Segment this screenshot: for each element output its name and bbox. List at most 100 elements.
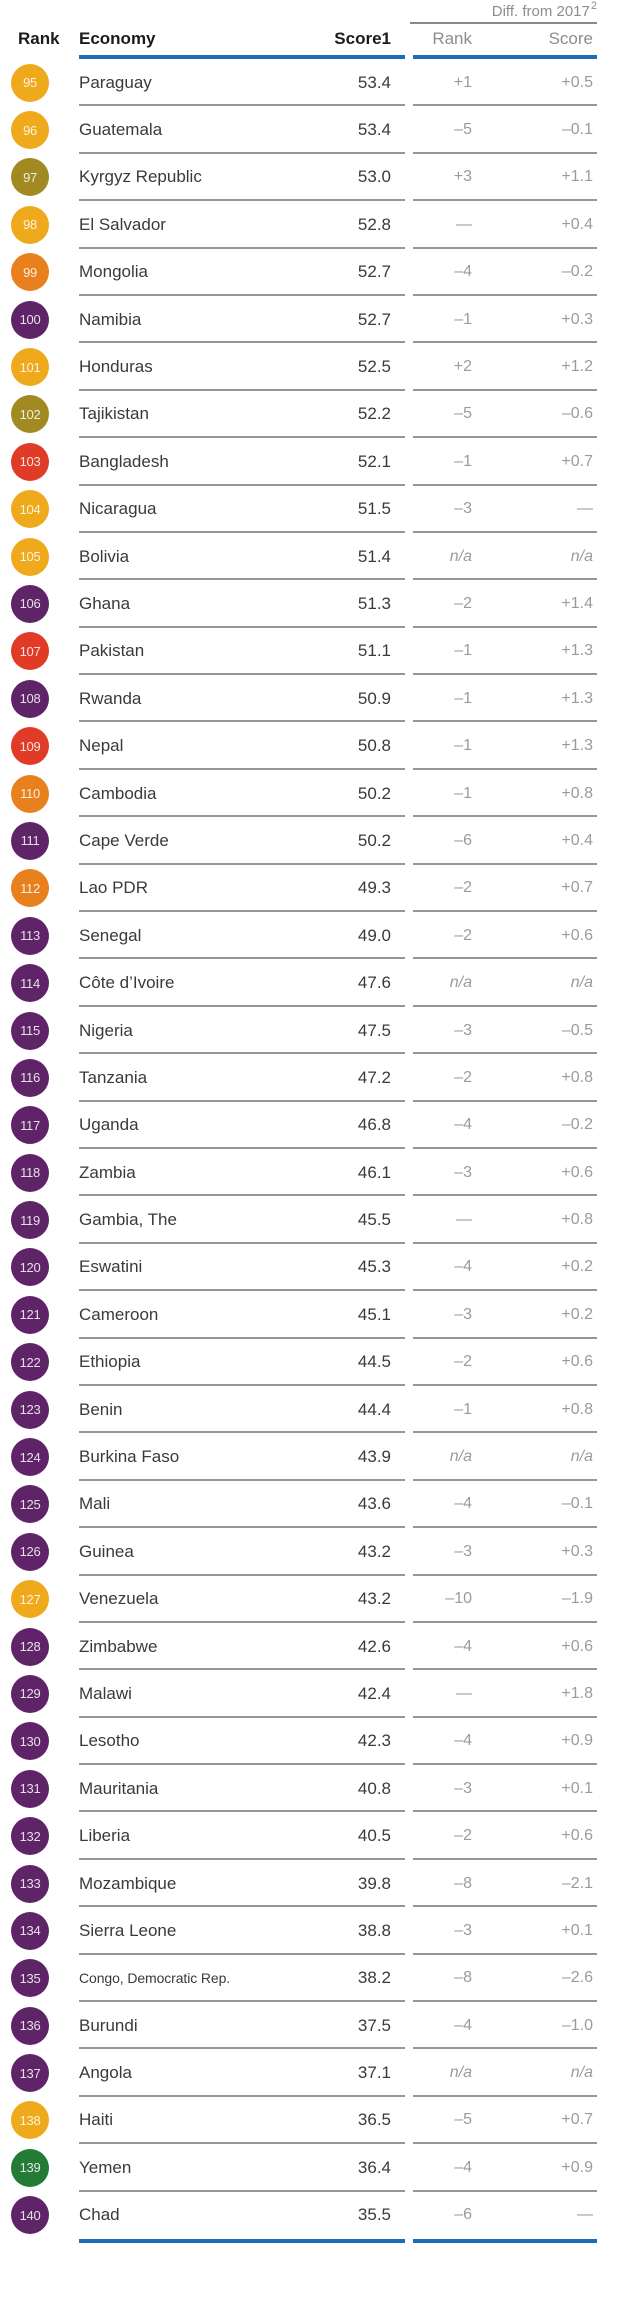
- diff-rank-value: –10: [445, 1590, 472, 1608]
- diff-score-value: +1.2: [561, 358, 593, 376]
- rank-badge: 112: [11, 869, 49, 908]
- diff-rank-value: –2: [454, 1827, 472, 1845]
- table-row: 100 Namibia 52.7 –1 +0.3: [0, 296, 597, 344]
- table-row: 110 Cambodia 50.2 –1 +0.8: [0, 770, 597, 818]
- score-value: 47.5: [357, 1020, 391, 1040]
- diff-rank-value: —: [456, 215, 472, 233]
- score-value: 43.9: [357, 1447, 391, 1467]
- rank-number: 96: [23, 122, 37, 138]
- rank-number: 137: [19, 2065, 41, 2081]
- rank-cell: 117: [0, 1106, 79, 1145]
- rank-cell: 112: [0, 869, 79, 908]
- rank-badge: 108: [11, 679, 49, 718]
- table-row: 95 Paraguay 53.4 +1 +0.5: [0, 59, 597, 107]
- rank-cell: 97: [0, 158, 79, 197]
- rank-number: 103: [19, 454, 41, 470]
- rank-cell: 114: [0, 964, 79, 1003]
- rank-number: 125: [19, 1496, 41, 1512]
- diff-score-value: +0.7: [561, 879, 593, 897]
- rank-cell: 115: [0, 1011, 79, 1050]
- diff-rank-value: +1: [453, 73, 472, 91]
- diff-score-value: n/a: [570, 547, 593, 565]
- rank-cell: 116: [0, 1058, 79, 1097]
- economy-name: Cape Verde: [79, 830, 169, 850]
- diff-rank-value: –3: [454, 1921, 472, 1939]
- score-value: 47.2: [357, 1067, 391, 1087]
- score-value: 40.8: [357, 1778, 391, 1798]
- rank-number: 131: [19, 1781, 41, 1797]
- rank-badge: 114: [11, 964, 49, 1003]
- table-row: 130 Lesotho 42.3 –4 +0.9: [0, 1718, 597, 1766]
- table-header: Diff. from 20172 Rank Economy Score1 Ran…: [0, 0, 620, 59]
- rank-badge: 106: [11, 584, 49, 623]
- rank-cell: 104: [0, 490, 79, 529]
- diff-score-value: +0.6: [561, 1827, 593, 1845]
- economy-name: Bolivia: [79, 546, 130, 566]
- table-row: 123 Benin 44.4 –1 +0.8: [0, 1386, 597, 1434]
- table-row: 108 Rwanda 50.9 –1 +1.3: [0, 675, 597, 723]
- rank-badge: 119: [11, 1201, 49, 1240]
- table-row: 111 Cape Verde 50.2 –6 +0.4: [0, 817, 597, 866]
- rank-number: 138: [19, 2112, 41, 2128]
- table-row: 129 Malawi 42.4 — +1.8: [0, 1670, 597, 1719]
- table-row: 134 Sierra Leone 38.8 –3 +0.1: [0, 1907, 597, 1956]
- diff-score-value: –0.2: [561, 1116, 593, 1134]
- table-row: 132 Liberia 40.5 –2 +0.6: [0, 1812, 597, 1861]
- score-value: 42.4: [357, 1683, 391, 1703]
- rank-badge: 100: [11, 300, 49, 339]
- score-value: 52.1: [357, 451, 391, 471]
- rank-number: 95: [23, 75, 37, 91]
- rank-badge: 128: [11, 1627, 49, 1666]
- rank-cell: 138: [0, 2101, 79, 2140]
- table-row: 104 Nicaragua 51.5 –3 —: [0, 486, 597, 534]
- diff-score-value: +0.8: [561, 1400, 593, 1418]
- score-value: 49.3: [357, 878, 391, 898]
- score-value: 42.3: [357, 1731, 391, 1751]
- score-value: 46.1: [357, 1162, 391, 1182]
- table-row: 105 Bolivia 51.4 n/a n/a: [0, 533, 597, 581]
- rank-cell: 134: [0, 1911, 79, 1950]
- score-value: 36.4: [357, 2157, 391, 2177]
- rank-cell: 132: [0, 1817, 79, 1856]
- diff-rank-value: –3: [454, 1779, 472, 1797]
- diff-score-value: –2.1: [561, 1874, 593, 1892]
- diff-score-value: +0.5: [561, 73, 593, 91]
- table-row: 121 Cameroon 45.1 –3 +0.2: [0, 1291, 597, 1339]
- diff-rank-value: –2: [454, 1068, 472, 1086]
- rank-badge: 118: [11, 1153, 49, 1192]
- score-value: 53.4: [357, 120, 391, 140]
- rank-number: 117: [20, 1117, 40, 1133]
- economy-name: Paraguay: [79, 72, 152, 92]
- diff-rank-value: –4: [454, 2016, 472, 2034]
- diff-rank-value: —: [456, 1684, 472, 1702]
- diff-score-value: +0.6: [561, 1637, 593, 1655]
- economy-name: Eswatini: [79, 1257, 143, 1277]
- rank-cell: 95: [0, 63, 79, 102]
- rank-cell: 139: [0, 2148, 79, 2187]
- rank-badge: 95: [11, 63, 49, 102]
- rank-number: 130: [19, 1733, 41, 1749]
- rank-badge: 109: [11, 727, 49, 766]
- score-value: 45.1: [357, 1304, 391, 1324]
- rank-cell: 107: [0, 632, 79, 671]
- rank-badge: 115: [11, 1011, 49, 1050]
- score-value: 52.8: [357, 214, 391, 234]
- diff-score-value: +1.3: [561, 737, 593, 755]
- score-value: 42.6: [357, 1636, 391, 1656]
- diff-rank-value: –3: [454, 1021, 472, 1039]
- diff-rank-value: –3: [454, 1542, 472, 1560]
- score-value: 52.2: [357, 404, 391, 424]
- rank-badge: 134: [11, 1911, 49, 1950]
- rank-number: 99: [23, 264, 37, 280]
- diff-score-value: n/a: [570, 974, 593, 992]
- table-row: 127 Venezuela 43.2 –10 –1.9: [0, 1576, 597, 1624]
- economy-name: Guatemala: [79, 120, 163, 140]
- rank-badge: 127: [11, 1580, 49, 1619]
- rank-badge: 120: [11, 1248, 49, 1287]
- diff-score-value: +0.9: [561, 2158, 593, 2176]
- rank-badge: 124: [11, 1438, 49, 1477]
- column-header-score: Score1: [334, 29, 391, 48]
- column-header-rank: Rank: [18, 29, 60, 48]
- diff-score-value: +0.3: [561, 1542, 593, 1560]
- rank-number: 108: [19, 691, 41, 707]
